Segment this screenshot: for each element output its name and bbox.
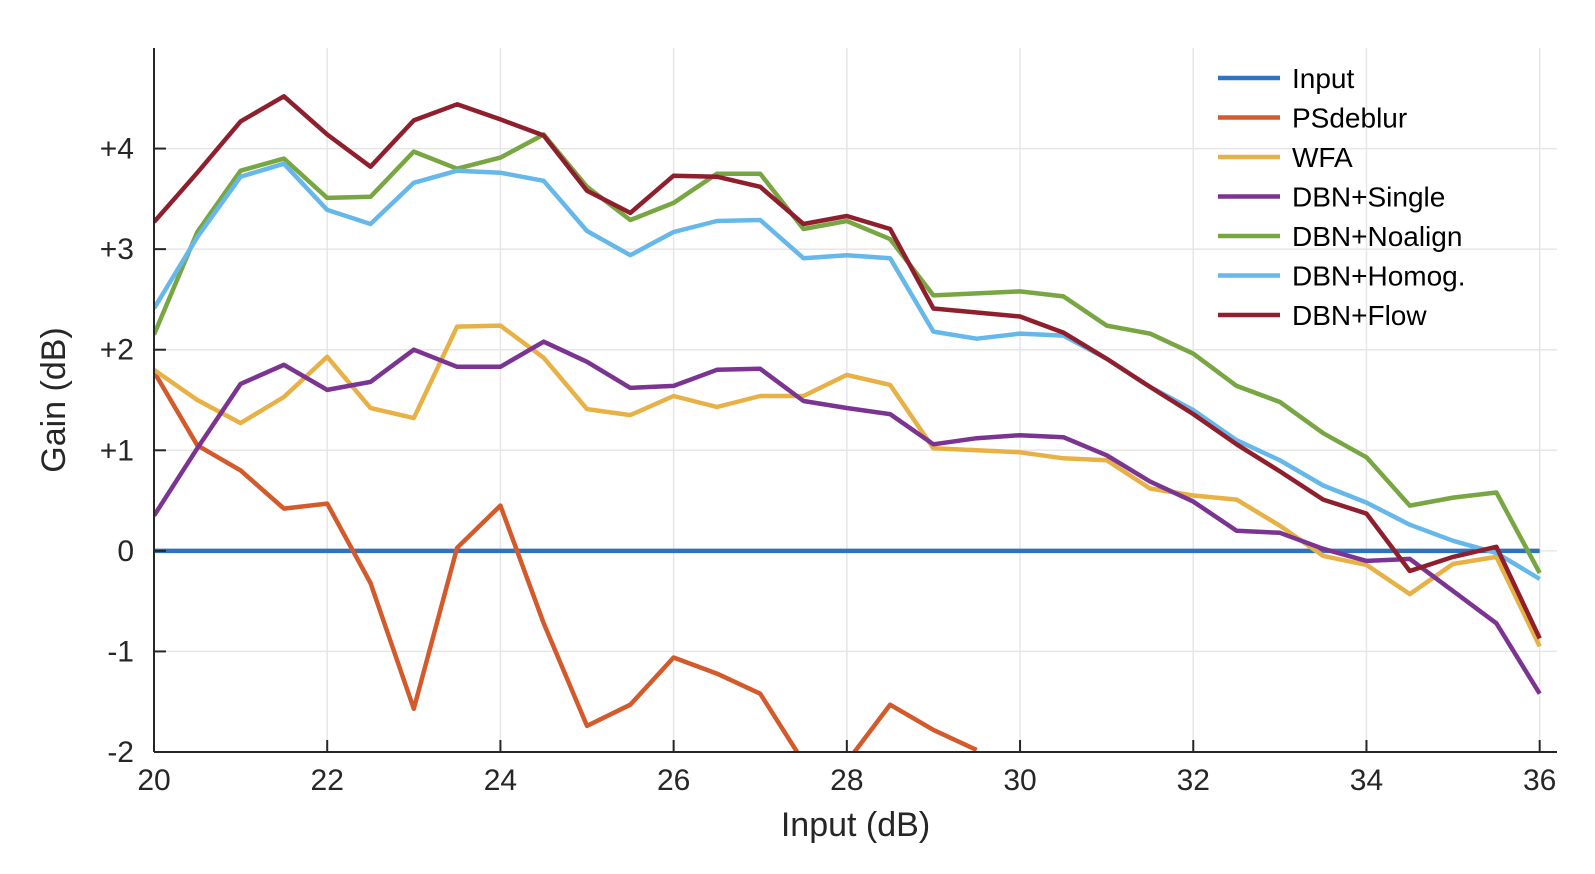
legend-label: PSdeblur <box>1292 103 1407 134</box>
x-tick-label: 36 <box>1523 764 1556 797</box>
series-line-dbn-single <box>154 339 1542 695</box>
y-axis-label: Gain (dB) <box>35 327 73 473</box>
series-line-dbn-noalign <box>154 132 1542 575</box>
series-line-dbn-flow <box>154 94 1542 640</box>
legend-label: DBN+Single <box>1292 182 1445 213</box>
x-tick-label: 30 <box>1003 764 1036 797</box>
x-tick-label: 34 <box>1350 764 1383 797</box>
y-tick-label: +3 <box>100 233 134 266</box>
series-line-dbn-homog- <box>154 161 1541 581</box>
legend-label: DBN+Noalign <box>1292 221 1462 252</box>
x-tick-label: 22 <box>311 764 344 797</box>
legend-label: DBN+Homog. <box>1292 261 1466 292</box>
series-line-psdeblur <box>154 370 978 752</box>
x-tick-label: 26 <box>657 764 690 797</box>
x-tick-label: 20 <box>137 764 170 797</box>
x-tick-label: 24 <box>484 764 517 797</box>
x-tick-label: 28 <box>830 764 863 797</box>
x-axis-label: Input (dB) <box>781 806 930 844</box>
y-tick-label: 0 <box>117 535 134 568</box>
y-tick-label: +1 <box>100 434 134 467</box>
y-tick-label: -2 <box>107 736 134 769</box>
axes <box>153 48 1557 753</box>
legend-label: WFA <box>1292 142 1353 173</box>
legend-label: Input <box>1292 63 1354 94</box>
series-lines <box>154 94 1542 752</box>
y-tick-label: +2 <box>100 334 134 367</box>
legend-label: DBN+Flow <box>1292 300 1427 331</box>
legend: Input PSdeblur WFA DBN+Single DBN+Noalign DBN… <box>1218 63 1466 331</box>
tick-labels: 20 22 24 26 28 30 32 34 36 -2 -1 0 +1 +2 +3 +4 <box>100 133 1557 797</box>
y-tick-label: +4 <box>100 133 134 166</box>
x-tick-label: 32 <box>1177 764 1210 797</box>
y-tick-label: -1 <box>107 635 134 668</box>
